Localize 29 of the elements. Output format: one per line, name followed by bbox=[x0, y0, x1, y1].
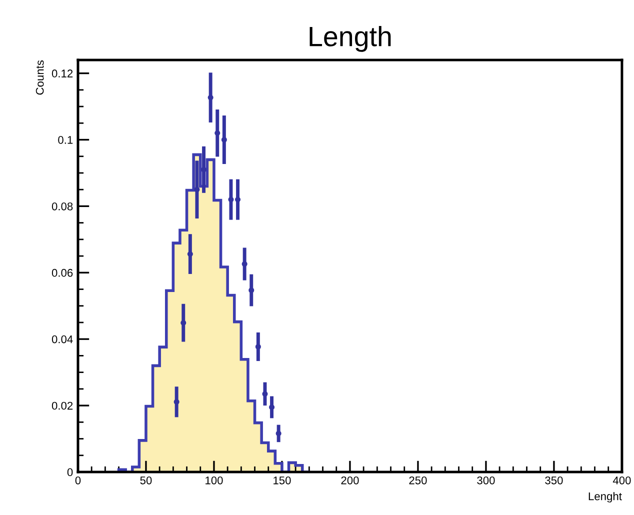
y-tick-label: 0.04 bbox=[52, 335, 73, 344]
y-tick-label: 0 bbox=[67, 468, 73, 476]
y-tick-label: 0.12 bbox=[52, 70, 73, 78]
y-tick-label: 0.02 bbox=[52, 402, 73, 410]
x-tick-label: 50 bbox=[140, 476, 152, 484]
x-tick-label: 0 bbox=[75, 476, 81, 484]
point bbox=[276, 430, 282, 436]
x-tick-label: 200 bbox=[341, 476, 359, 484]
point bbox=[228, 196, 234, 202]
x-tick-label: 350 bbox=[545, 476, 563, 484]
point bbox=[208, 94, 214, 100]
point bbox=[262, 391, 268, 397]
x-tick-label: 250 bbox=[409, 476, 427, 484]
chart-title: Length bbox=[310, 26, 391, 52]
x-tick-label: 100 bbox=[206, 476, 223, 484]
point bbox=[174, 399, 180, 405]
point bbox=[194, 186, 200, 192]
x-tick-label: 400 bbox=[612, 476, 631, 484]
x-axis-title: Lenght bbox=[588, 492, 622, 502]
point bbox=[187, 251, 193, 257]
y-tick-label: 0.1 bbox=[58, 136, 73, 144]
point bbox=[214, 130, 220, 136]
x-tick-label: 300 bbox=[477, 476, 495, 484]
y-axis-title: Counts bbox=[36, 60, 44, 95]
x-tick-label: 150 bbox=[274, 476, 291, 484]
point bbox=[234, 196, 241, 202]
y-tick-label: 0.06 bbox=[52, 268, 73, 277]
y-tick-label: 0.08 bbox=[52, 202, 73, 210]
point bbox=[242, 261, 248, 267]
